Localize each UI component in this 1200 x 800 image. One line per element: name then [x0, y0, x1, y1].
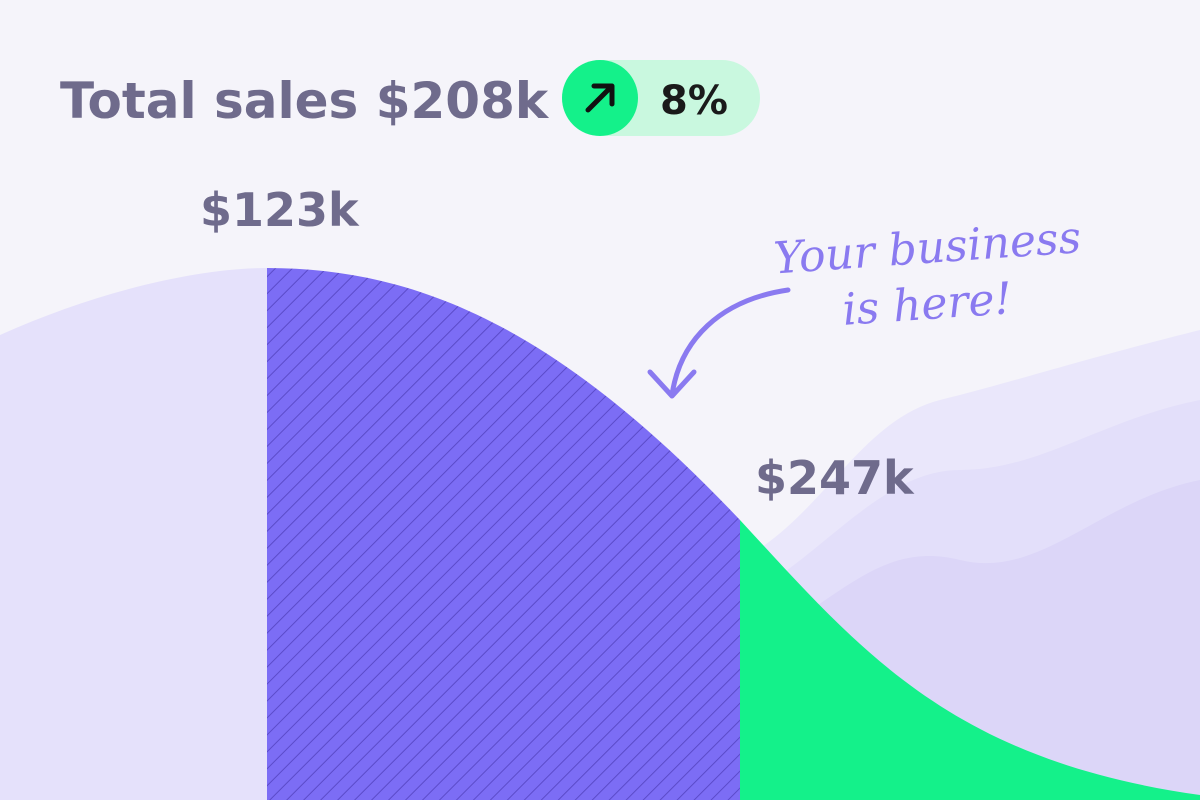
peak-label: $123k [200, 183, 360, 237]
title: Total sales $208k [60, 72, 550, 130]
annotation-arrow [647, 287, 791, 399]
annotation-line: is here! [841, 273, 1014, 336]
curve [0, 268, 1200, 800]
annotation: Your business is here! [772, 212, 1083, 336]
current-label: $247k [755, 451, 915, 505]
arrow-icon [585, 83, 615, 113]
badge-value: 8% [660, 78, 728, 124]
curve-left [0, 268, 267, 800]
curve-highlight [267, 268, 740, 800]
curve-right [740, 520, 1200, 800]
badge: 8% [562, 60, 760, 136]
